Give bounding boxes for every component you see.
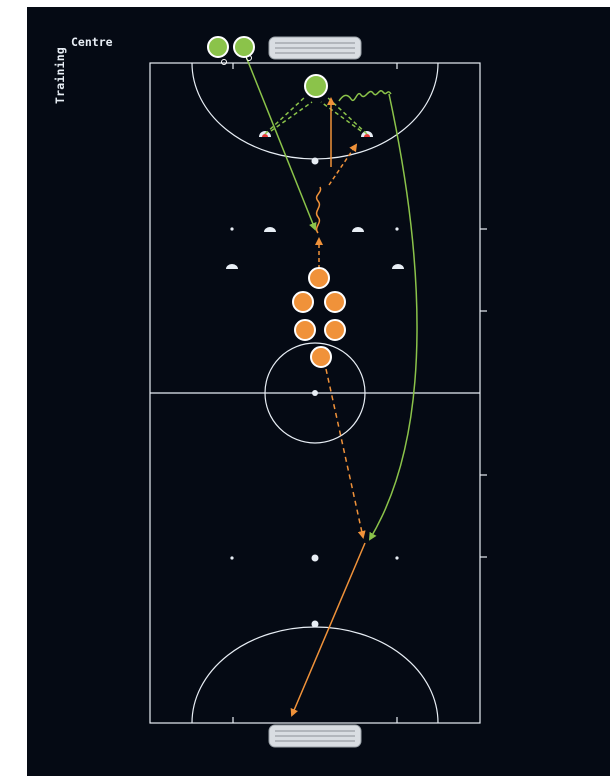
orange-player-icon	[324, 291, 346, 313]
bottom-shooting-circle	[191, 626, 439, 724]
orange-diagonal-pass	[328, 143, 358, 186]
green-player-icon	[233, 36, 255, 61]
drill-diagram-frame: Training Centre	[27, 7, 610, 776]
green-player-icon	[207, 36, 229, 65]
green-run-arrow	[244, 53, 317, 231]
orange-player-icon	[308, 267, 330, 289]
orange-finish-arrow	[290, 542, 366, 717]
pitch-markings	[149, 62, 487, 724]
top-goal-icon	[268, 36, 362, 60]
bottom-penalty-spot	[311, 620, 319, 628]
marker-cones	[226, 227, 404, 269]
orange-player-icon	[294, 319, 316, 341]
keeper-coverage-lines	[264, 96, 368, 135]
orange-players	[292, 267, 346, 368]
orange-player-icon	[324, 319, 346, 341]
pitch-spots	[230, 157, 399, 628]
movement-paths	[244, 53, 418, 717]
bottom-goal-icon	[268, 724, 362, 748]
green-player-icon	[304, 74, 328, 98]
centre-spot	[312, 390, 318, 396]
cone-icon	[226, 264, 238, 269]
pitch-svg	[149, 36, 487, 748]
cone-icon	[392, 264, 404, 269]
centre-circle	[264, 342, 366, 444]
cone-icon	[352, 227, 364, 232]
orange-player-icon	[310, 346, 332, 368]
top-penalty-spot	[311, 157, 319, 165]
green-long-run-arrow	[368, 93, 418, 541]
green-dribble	[338, 90, 392, 102]
orange-long-pass	[325, 368, 366, 539]
lower-spot	[311, 554, 319, 562]
orange-dribble	[315, 186, 322, 234]
orange-player-icon	[292, 291, 314, 313]
green-players	[207, 36, 328, 98]
cone-icon	[264, 227, 276, 232]
